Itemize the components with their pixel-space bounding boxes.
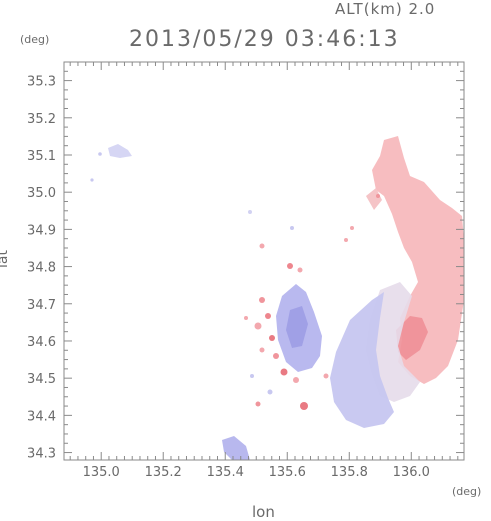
y-tick-label: 34.5 xyxy=(27,372,56,387)
x-axis: 135.0 135.2 135.4 135.6 135.8 136.0 xyxy=(69,62,459,480)
x-tick-label: 135.6 xyxy=(269,465,306,480)
x-tick-label: 135.4 xyxy=(207,465,244,480)
y-tick-label: 34.4 xyxy=(27,409,56,424)
altitude-label: ALT(km) 2.0 xyxy=(335,0,436,18)
y-tick-label: 34.3 xyxy=(27,447,56,462)
y-tick-label: 34.7 xyxy=(27,298,56,313)
chart-datetime: 2013/05/29 03:46:13 xyxy=(129,27,400,52)
plot-frame xyxy=(63,61,465,461)
x-tick-label: 135.8 xyxy=(331,465,368,480)
x-axis-label: lon xyxy=(252,503,275,521)
y-axis: 34.3 34.4 34.5 34.6 34.7 34.8 34.9 35.0 35.1 35.2… xyxy=(27,70,464,462)
echo-region-east-positive xyxy=(372,136,464,384)
y-tick-label: 35.0 xyxy=(27,186,56,201)
y-tick-label: 35.3 xyxy=(27,75,56,90)
echo-region-central-negative-dark xyxy=(286,306,308,348)
y-tick-label: 34.6 xyxy=(27,335,56,350)
x-tick-label: 135.2 xyxy=(145,465,182,480)
x-tick-label: 136.0 xyxy=(393,465,430,480)
y-axis-unit: (deg) xyxy=(20,33,50,46)
echo-region-north-fringe xyxy=(366,188,382,210)
x-axis-unit: (deg) xyxy=(452,485,482,498)
echo-region-southeast-negative xyxy=(330,292,394,428)
echo-region-east-strong xyxy=(396,316,428,360)
y-tick-label: 35.1 xyxy=(27,149,56,164)
echo-cells-west xyxy=(244,194,380,410)
y-tick-label: 35.2 xyxy=(27,112,56,127)
radar-field xyxy=(90,136,464,460)
echo-cells-northwest xyxy=(90,144,132,182)
echo-region-southwest-negative xyxy=(222,436,250,460)
y-tick-label: 34.8 xyxy=(27,261,56,276)
y-tick-label: 34.9 xyxy=(27,223,56,238)
x-tick-label: 135.0 xyxy=(83,465,120,480)
